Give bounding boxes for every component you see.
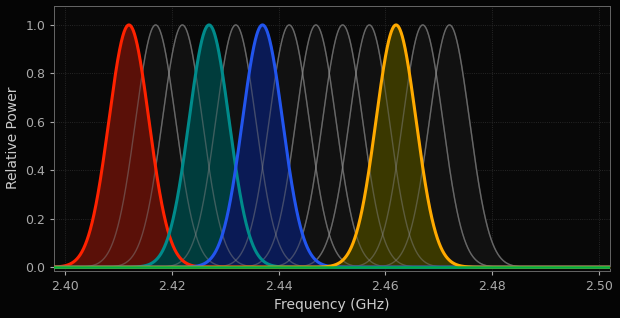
Y-axis label: Relative Power: Relative Power [6,87,20,190]
X-axis label: Frequency (GHz): Frequency (GHz) [274,299,390,313]
